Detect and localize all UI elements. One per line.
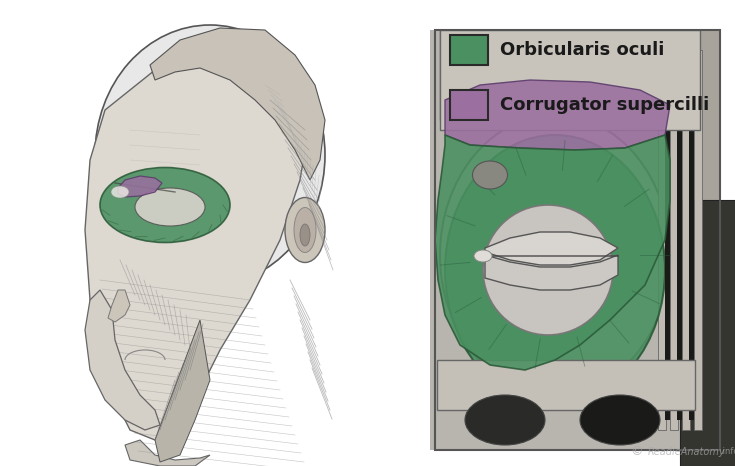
- Text: .info: .info: [720, 447, 735, 457]
- Bar: [450, 90, 488, 120]
- Polygon shape: [150, 28, 325, 180]
- Ellipse shape: [95, 25, 325, 285]
- Bar: [450, 35, 488, 65]
- Ellipse shape: [580, 395, 660, 445]
- Ellipse shape: [111, 186, 129, 198]
- Bar: [670, 50, 678, 430]
- Bar: [682, 50, 690, 430]
- Polygon shape: [125, 440, 210, 466]
- Ellipse shape: [483, 205, 613, 335]
- Polygon shape: [155, 320, 210, 462]
- Bar: [680, 200, 735, 466]
- Text: ReadieAnatomy: ReadieAnatomy: [648, 447, 725, 457]
- Polygon shape: [485, 232, 618, 265]
- Bar: [689, 80, 694, 420]
- Polygon shape: [670, 30, 720, 466]
- Polygon shape: [85, 55, 310, 440]
- Ellipse shape: [445, 135, 665, 405]
- Polygon shape: [85, 290, 160, 430]
- Polygon shape: [435, 135, 670, 370]
- Bar: [440, 30, 700, 130]
- Ellipse shape: [300, 224, 310, 246]
- Ellipse shape: [285, 198, 325, 262]
- Polygon shape: [108, 290, 130, 322]
- Bar: [665, 80, 670, 420]
- Polygon shape: [445, 80, 670, 150]
- Text: Corrugator supercilli: Corrugator supercilli: [500, 96, 709, 114]
- Polygon shape: [118, 176, 162, 197]
- Bar: [694, 50, 702, 430]
- Bar: [430, 30, 720, 450]
- Ellipse shape: [100, 167, 230, 242]
- Bar: [658, 50, 666, 430]
- Ellipse shape: [473, 161, 507, 189]
- Bar: [435, 30, 720, 450]
- Ellipse shape: [465, 395, 545, 445]
- Text: Orbicularis oculi: Orbicularis oculi: [500, 41, 664, 59]
- Text: ©: ©: [630, 445, 642, 459]
- Ellipse shape: [294, 207, 316, 253]
- Polygon shape: [485, 255, 618, 290]
- Ellipse shape: [474, 250, 492, 262]
- Ellipse shape: [135, 188, 205, 226]
- Bar: [437, 360, 695, 410]
- Bar: [440, 30, 690, 120]
- Bar: [677, 80, 682, 420]
- Ellipse shape: [440, 115, 670, 395]
